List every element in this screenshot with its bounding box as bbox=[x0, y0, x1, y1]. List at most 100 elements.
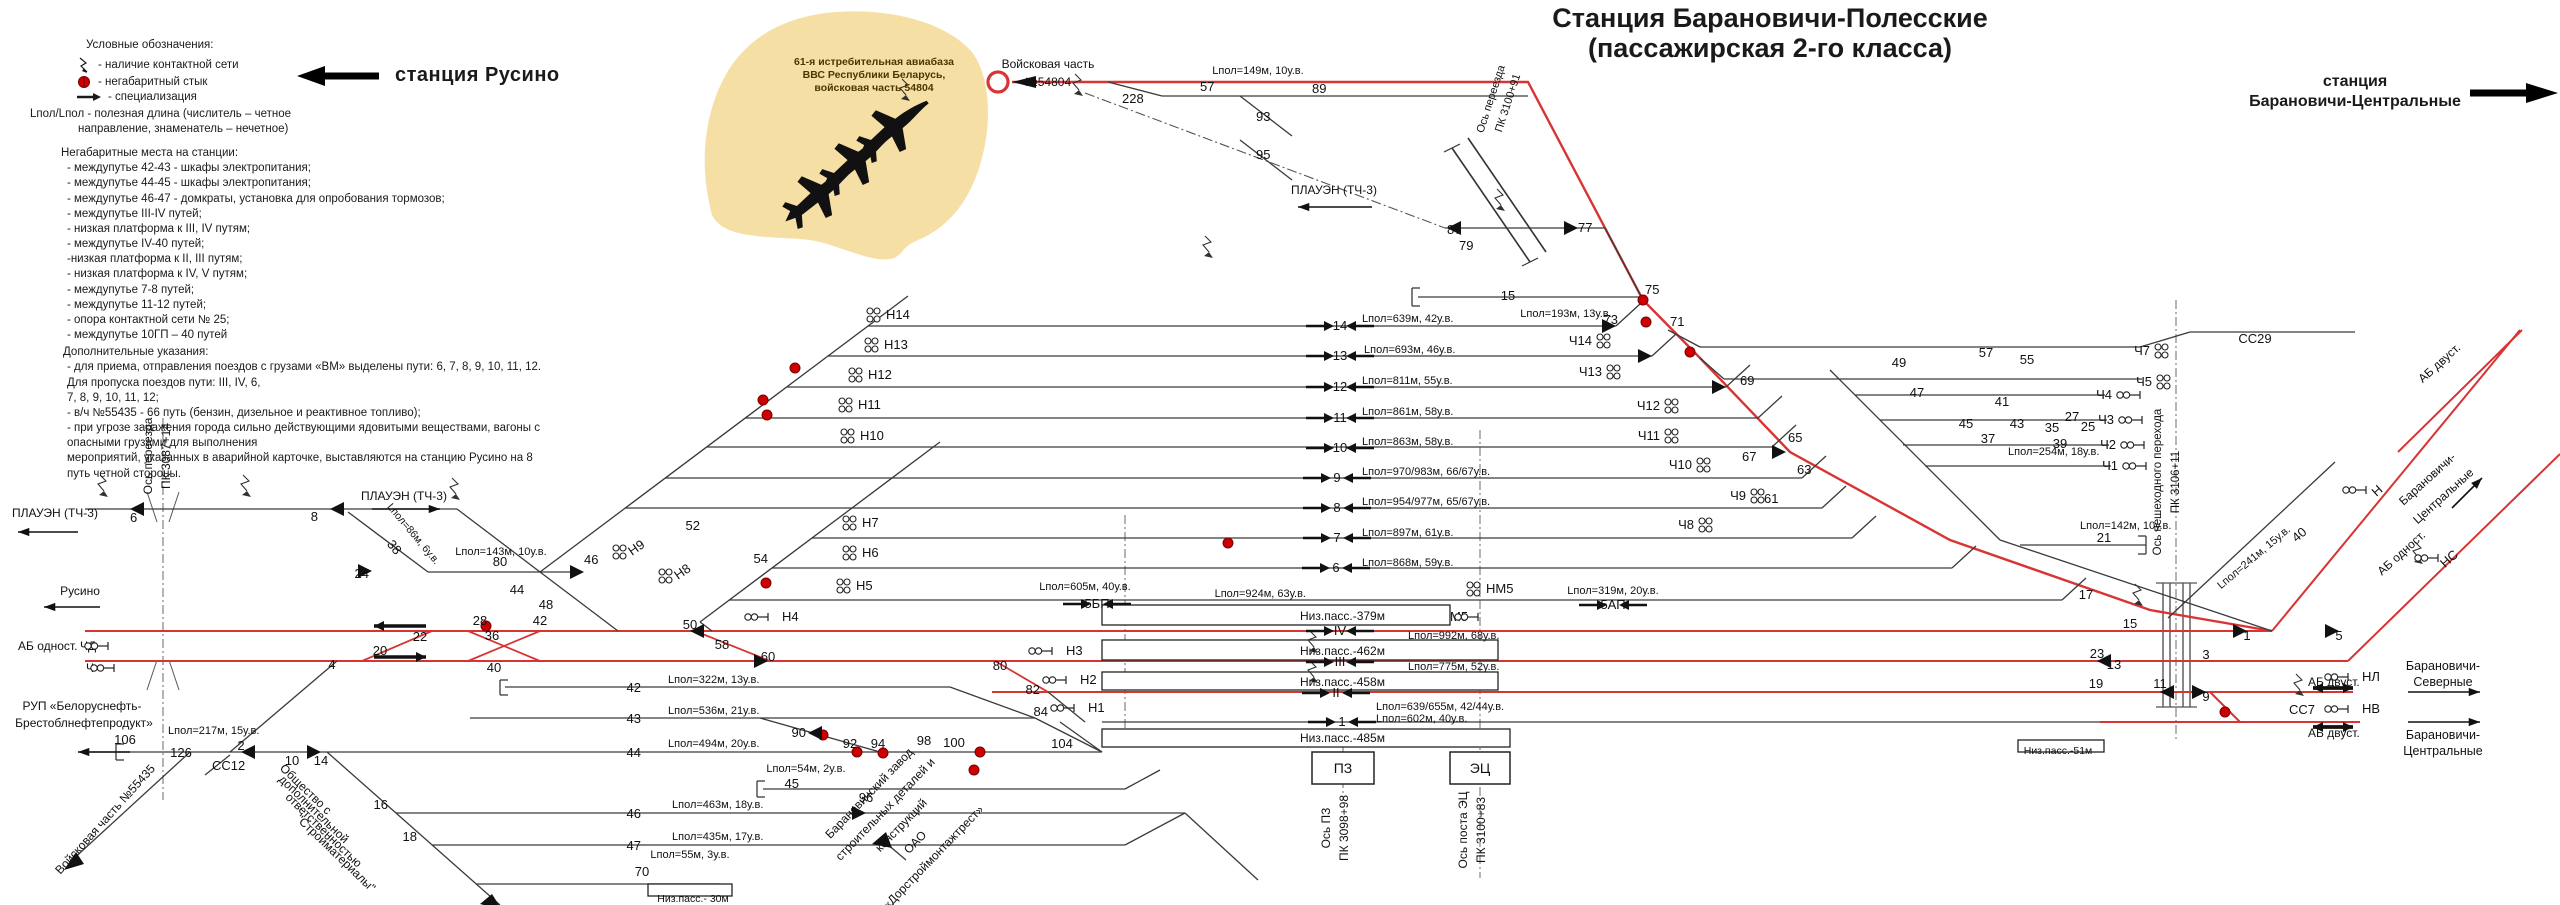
diagram-label: 75 bbox=[1645, 282, 1659, 297]
catenary-mark-arrowhead bbox=[901, 95, 910, 101]
diagram-label: АБ двуст. bbox=[2415, 341, 2463, 386]
oversize-joint-dot bbox=[877, 747, 889, 759]
mast-signal-icon bbox=[2120, 441, 2145, 449]
diagram-label: 15 bbox=[1501, 288, 1515, 303]
spec-arrow bbox=[1324, 657, 1334, 667]
spec-arrow bbox=[1346, 351, 1356, 361]
track-line bbox=[539, 571, 619, 632]
diagram-label: 39 bbox=[2053, 436, 2067, 451]
spec-arrow bbox=[1324, 321, 1334, 331]
dwarf-signal-icon bbox=[612, 544, 627, 560]
diagram-label: Низ.пасс.-462м bbox=[1300, 644, 1385, 658]
catenary-mark-arrowhead bbox=[1074, 90, 1083, 96]
track-line bbox=[1851, 515, 1877, 539]
diagram-label: Центральные bbox=[2410, 465, 2476, 527]
track-line bbox=[1615, 303, 1641, 327]
switch-arrowhead bbox=[307, 745, 321, 759]
diagram-label: Ч13 bbox=[1579, 364, 1602, 379]
diagram-label: 92 bbox=[843, 736, 857, 751]
notes-item: - междупутье 42-43 - шкафы электропитани… bbox=[67, 162, 311, 175]
diagram-label: Lпол=639/655м, 42/44у.в. bbox=[1376, 701, 1504, 713]
branch-arrowhead bbox=[64, 852, 84, 870]
diagram-label: 46 bbox=[627, 806, 641, 821]
oversize-joint-dot bbox=[2219, 706, 2231, 718]
diagram-label: СС12 bbox=[212, 758, 245, 773]
diagram-label: 46 bbox=[584, 552, 598, 567]
track-line bbox=[69, 751, 191, 863]
diagram-label: НВ bbox=[2362, 701, 2380, 716]
diagram-label: 9 bbox=[2202, 689, 2209, 704]
dwarf-signal-icon bbox=[842, 545, 857, 561]
diagram-label: Барановичи- bbox=[2406, 659, 2480, 673]
notes-item: -низкая платформа к II, III путям; bbox=[67, 253, 243, 266]
diagram-label: Н12 bbox=[868, 367, 892, 382]
track-line bbox=[204, 754, 231, 776]
diagram-label: 69 bbox=[1740, 373, 1754, 388]
diagram-label: Северные bbox=[2413, 675, 2472, 689]
diagram-label: 35 bbox=[2045, 420, 2059, 435]
catenary-mark bbox=[1202, 235, 1212, 253]
fighter-jet-icon bbox=[782, 166, 855, 230]
mast-signal-icon bbox=[744, 613, 769, 621]
diagram-label: 19 bbox=[2089, 676, 2103, 691]
diagram-label: 60 bbox=[761, 649, 775, 664]
legend-item-spec: - специализация bbox=[108, 90, 197, 103]
diagram-label: ОАО bbox=[901, 828, 929, 857]
switch-arrowhead bbox=[1638, 349, 1652, 363]
dwarf-signal-icon bbox=[840, 428, 855, 444]
switch-arrowhead bbox=[1712, 380, 1726, 394]
diagram-label: Lпол=536м, 21у.в. bbox=[668, 705, 759, 717]
diagram-label: Н1 bbox=[1088, 700, 1105, 715]
switch-arrowhead bbox=[690, 624, 704, 638]
diagram-label: Войсковая часть bbox=[1002, 57, 1095, 71]
notes-item: - междупутье 44-45 - шкафы электропитани… bbox=[67, 177, 311, 190]
diagram-label: 44 bbox=[510, 582, 524, 597]
notes-item: - при угрозе заражения города сильно дей… bbox=[67, 422, 540, 450]
diagram-label: 57 bbox=[1979, 345, 1993, 360]
notes-item: - междупутье 10ГП – 40 путей bbox=[67, 329, 228, 342]
airbase-line-1: 61-я истребительная авиабаза bbox=[793, 56, 954, 68]
oversize-joint-dot bbox=[1637, 294, 1649, 306]
diagram-label: 87 bbox=[1447, 222, 1461, 237]
specialization-icon bbox=[77, 93, 101, 102]
mast-signal-icon bbox=[2324, 673, 2349, 681]
track-line bbox=[229, 660, 338, 753]
spec-arrow bbox=[1346, 443, 1356, 453]
diagram-label: 104 bbox=[1051, 736, 1073, 751]
diagram-label: Ч11 bbox=[1638, 428, 1660, 443]
diagram-label: Lпол=897м, 61у.в. bbox=[1362, 527, 1453, 539]
specialization-arrowhead bbox=[416, 652, 426, 662]
oversize-joint-dot bbox=[761, 409, 773, 421]
diagram-label: 4 bbox=[328, 657, 335, 672]
notes-item: - в/ч №55435 - 66 путь (бензин, дизельно… bbox=[67, 406, 421, 419]
catenary-mark-arrowhead bbox=[242, 491, 251, 497]
diagram-label: Lпол=142м, 10у.в. bbox=[2080, 520, 2171, 532]
dwarf-signal-icon bbox=[1698, 517, 1713, 533]
diagram-label: Н7 bbox=[862, 515, 879, 530]
switch-arrowhead bbox=[130, 502, 144, 516]
track-line bbox=[1801, 455, 1827, 479]
diagram-label: 6 bbox=[130, 510, 137, 525]
diagram-label: 43 bbox=[2010, 416, 2024, 431]
diagram-label: Ч7 bbox=[2134, 343, 2150, 358]
siding-arrowhead bbox=[872, 832, 892, 848]
diagram-label: 18 bbox=[403, 829, 417, 844]
diagram-label: Lпол=639м, 42у.в. bbox=[1362, 313, 1453, 325]
diagram-label: 71 bbox=[1670, 314, 1684, 329]
diagram-label: Lпол=217м, 15у.в. bbox=[168, 725, 259, 737]
spec-arrow bbox=[1343, 473, 1353, 483]
diagram-label: 16 bbox=[374, 797, 388, 812]
catenary-mark-arrowhead bbox=[451, 494, 460, 500]
station-right-line-2: Барановичи-Центральные bbox=[2249, 93, 2461, 110]
spec-arrow bbox=[1346, 321, 1356, 331]
diagram-label: 40 bbox=[487, 660, 501, 675]
title-line-2: (пассажирская 2-го класса) bbox=[1588, 32, 1952, 63]
diagram-label: Н8 bbox=[671, 561, 693, 583]
diagram-label: 54 bbox=[754, 551, 768, 566]
track-line bbox=[1667, 329, 1701, 348]
diagram-label: 98 bbox=[917, 733, 931, 748]
mast-signal-icon bbox=[2414, 554, 2439, 562]
diagram-label: 1 bbox=[2243, 628, 2250, 643]
switch-arrowhead bbox=[358, 564, 372, 578]
